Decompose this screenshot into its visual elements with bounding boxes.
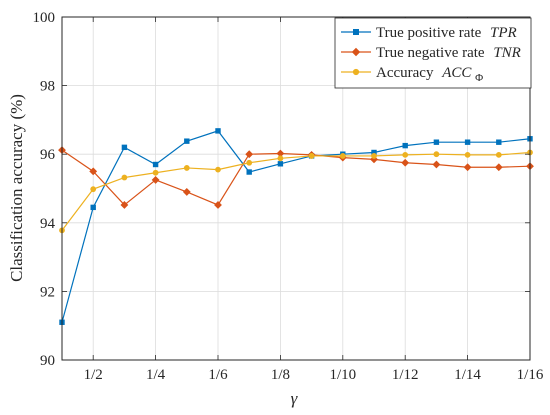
- legend-entry-tnr: True negative rate TNR: [341, 45, 521, 61]
- legend-name-tnr: True negative rate: [376, 45, 485, 61]
- data-point-tnr: [494, 163, 503, 172]
- data-point-tpr: [246, 169, 252, 175]
- legend-marker-tpr: [353, 29, 359, 35]
- series-tpr: [59, 128, 533, 325]
- legend-entry-tpr: True positive rate TPR: [341, 25, 517, 41]
- data-point-tnr: [89, 167, 98, 176]
- data-point-acc: [339, 153, 346, 159]
- data-point-tpr: [464, 139, 471, 145]
- series-acc: [59, 149, 533, 234]
- data-point-tpr: [215, 128, 221, 134]
- data-point-tnr: [463, 163, 472, 172]
- data-point-acc: [402, 151, 409, 158]
- legend-symbol-tpr: TPR: [490, 25, 517, 41]
- data-point-tnr: [401, 158, 410, 167]
- legend-subscript-acc: Φ: [475, 72, 483, 84]
- y-tick-label: 90: [40, 353, 55, 369]
- data-point-tnr: [120, 201, 129, 209]
- data-point-acc: [183, 165, 190, 171]
- legend-name-tpr: True positive rate: [376, 25, 482, 41]
- legend-symbol-acc: ACC: [441, 65, 472, 81]
- y-axis-label: Classification accuracy (%): [7, 94, 26, 282]
- x-tick-label: 1/16: [517, 367, 544, 383]
- legend-symbol-tnr: TNR: [493, 45, 521, 61]
- data-point-tnr: [370, 155, 378, 164]
- data-point-acc: [495, 151, 502, 158]
- data-point-tnr: [245, 150, 254, 159]
- x-axis-label: γ: [291, 389, 299, 408]
- data-point-acc: [90, 186, 97, 193]
- legend-label-acc: Accuracy ACC Φ: [376, 65, 483, 84]
- x-tick-label: 1/2: [84, 367, 103, 383]
- data-point-tnr: [151, 176, 160, 184]
- y-tick-label: 94: [40, 216, 56, 232]
- x-tick-label: 1/10: [329, 367, 356, 383]
- series-layer: [58, 128, 534, 325]
- data-point-tpr: [433, 139, 440, 145]
- x-tick-label: 1/4: [146, 367, 166, 383]
- data-point-tpr: [496, 139, 502, 145]
- plot-frame: [61, 16, 531, 361]
- legend: True positive rate TPR True negative rat…: [334, 17, 532, 89]
- legend-marker-tnr: [351, 47, 361, 57]
- x-tick-label: 1/14: [454, 367, 481, 383]
- series-line-tnr: [61, 149, 531, 206]
- data-point-tnr: [214, 201, 222, 209]
- data-point-tpr: [402, 142, 408, 149]
- data-point-tpr: [90, 204, 96, 211]
- legend-marker-acc: [352, 68, 360, 76]
- data-point-acc: [371, 153, 377, 159]
- legend-entry-acc: Accuracy ACC Φ: [341, 65, 483, 84]
- y-tick-label: 100: [33, 10, 56, 26]
- x-tick-label: 1/8: [271, 367, 290, 383]
- x-tick-label: 1/12: [392, 367, 419, 383]
- data-point-tnr: [432, 160, 441, 169]
- data-point-acc: [121, 174, 128, 181]
- y-tick-label: 92: [40, 284, 55, 300]
- data-point-tnr: [182, 188, 191, 196]
- data-point-acc: [215, 166, 221, 173]
- series-line-acc: [61, 151, 531, 231]
- x-tick-label: 1/6: [208, 367, 228, 383]
- data-point-acc: [152, 169, 159, 176]
- data-point-tpr: [121, 144, 128, 151]
- legend-label-tnr: True negative rate TNR: [376, 45, 521, 61]
- series-tnr: [58, 146, 534, 209]
- series-line-tpr: [61, 130, 531, 323]
- data-point-acc: [277, 155, 284, 162]
- tick-labels: 1/2 1/4 1/6 1/8 1/10 1/12 1/14 1/16 90 92 94 96 98 10…: [33, 10, 544, 383]
- data-point-acc: [246, 159, 253, 166]
- legend-name-acc: Accuracy: [376, 65, 434, 81]
- y-tick-label: 96: [40, 147, 56, 163]
- data-point-tpr: [184, 138, 190, 144]
- legend-box: [334, 17, 532, 89]
- data-point-tpr: [277, 161, 284, 167]
- data-point-acc: [433, 151, 440, 158]
- data-point-tpr: [152, 161, 159, 168]
- y-tick-label: 98: [40, 79, 55, 95]
- data-point-acc: [308, 153, 315, 159]
- data-point-acc: [464, 151, 471, 158]
- legend-label-tpr: True positive rate TPR: [376, 25, 517, 41]
